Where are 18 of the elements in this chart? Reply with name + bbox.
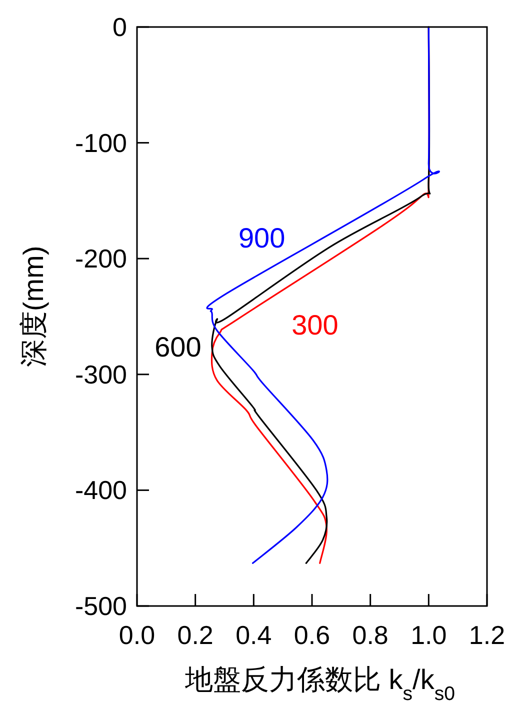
x-tick-label: 0.4	[236, 620, 272, 650]
x-tick-label: 0.6	[294, 620, 330, 650]
x-tick-label: 0.2	[177, 620, 214, 650]
series-label: 300	[292, 310, 338, 341]
x-tick-label: 1.0	[410, 620, 447, 650]
x-axis-title: 地盤反力係数比 k$_{s}$/k$_{s0}$	[184, 664, 456, 703]
y-tick-label: -200	[74, 244, 127, 274]
y-axis-title: 深度(mm)	[18, 246, 49, 368]
y-tick-label: -100	[74, 128, 127, 158]
x-tick-label: 0.0	[118, 620, 156, 650]
y-tick-label: -300	[74, 359, 127, 390]
y-tick-label: 0	[112, 12, 127, 42]
series-label: 600	[154, 332, 202, 363]
x-tick-label: 1.2	[468, 620, 506, 650]
y-tick-label: -500	[74, 591, 127, 621]
x-tick-label: 0.8	[352, 620, 388, 650]
series-label: 900	[238, 222, 286, 254]
y-tick-label: -400	[74, 475, 127, 506]
